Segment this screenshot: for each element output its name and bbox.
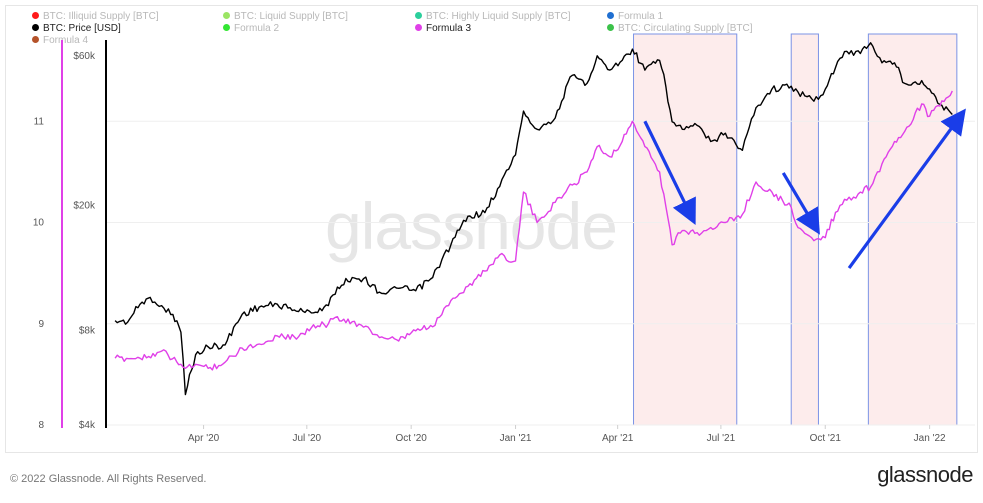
y-right-tick-label: $60k: [73, 51, 96, 62]
legend-label: Formula 2: [234, 23, 280, 34]
legend-label: BTC: Liquid Supply [BTC]: [234, 11, 348, 22]
y-left-tick-label: 11: [34, 116, 45, 127]
legend-item-btc-price[interactable]: BTC: Price [USD]: [32, 23, 121, 35]
highlight-band-1: [633, 33, 738, 426]
x-tick-label: Oct '21: [810, 433, 842, 444]
y-right-tick-label: $20k: [73, 201, 96, 212]
legend-label: BTC: Price [USD]: [43, 23, 121, 34]
y-left-tick-label: 10: [33, 218, 45, 229]
x-tick-label: Jan '22: [914, 433, 946, 444]
watermark: glassnode: [325, 189, 618, 263]
legend-item-formula-1[interactable]: Formula 1: [607, 11, 663, 23]
y-right-tick-label: $8k: [79, 325, 96, 336]
legend-dot-icon: [415, 24, 422, 31]
x-tick-label: Apr '21: [602, 433, 634, 444]
x-tick-label: Jul '20: [293, 433, 322, 444]
x-tick-label: Apr '20: [188, 433, 220, 444]
legend-item-circulating-supply[interactable]: BTC: Circulating Supply [BTC]: [607, 23, 753, 35]
highlight-band-3: [867, 33, 958, 426]
annotation-arrow-1: [643, 120, 696, 226]
copyright-text: © 2022 Glassnode. All Rights Reserved.: [10, 473, 207, 485]
y-left-tick-label: 9: [38, 319, 44, 330]
y-right-tick-label: $4k: [79, 420, 96, 431]
x-tick-label: Jul '21: [707, 433, 736, 444]
legend-dot-icon: [607, 24, 614, 31]
legend-dot-icon: [607, 12, 614, 19]
legend-item-formula-2[interactable]: Formula 2: [223, 23, 279, 35]
legend-label: BTC: Illiquid Supply [BTC]: [43, 11, 159, 22]
series-line-formula-3: [114, 90, 953, 371]
x-tick-label: Jan '21: [500, 433, 532, 444]
legend-dot-icon: [32, 24, 39, 31]
x-tick-label: Oct '20: [395, 433, 427, 444]
legend-dot-icon: [223, 12, 230, 19]
legend-dot-icon: [223, 24, 230, 31]
legend-dot-icon: [32, 36, 39, 43]
legend-dot-icon: [32, 12, 39, 19]
annotation-arrow-3: [847, 108, 966, 270]
legend-label: Formula 3: [426, 23, 472, 34]
chart-frame: [5, 5, 978, 453]
legend-dot-icon: [415, 12, 422, 19]
y-left-tick-label: 8: [38, 420, 44, 431]
legend-item-illiquid-supply[interactable]: BTC: Illiquid Supply [BTC]: [32, 11, 159, 23]
annotation-arrow-2: [781, 172, 820, 235]
legend-item-formula-4[interactable]: Formula 4: [32, 35, 88, 47]
legend-item-formula-3[interactable]: Formula 3: [415, 23, 471, 35]
legend-label: BTC: Highly Liquid Supply [BTC]: [426, 11, 571, 22]
series-line-btc-price: [114, 42, 953, 396]
legend-label: Formula 4: [43, 35, 89, 46]
highlight-band-2: [790, 33, 819, 426]
legend-label: BTC: Circulating Supply [BTC]: [618, 23, 753, 34]
legend-item-highly-liquid-supply[interactable]: BTC: Highly Liquid Supply [BTC]: [415, 11, 571, 23]
brand-logo: glassnode: [877, 462, 973, 487]
legend-item-liquid-supply[interactable]: BTC: Liquid Supply [BTC]: [223, 11, 348, 23]
legend-label: Formula 1: [618, 11, 664, 22]
